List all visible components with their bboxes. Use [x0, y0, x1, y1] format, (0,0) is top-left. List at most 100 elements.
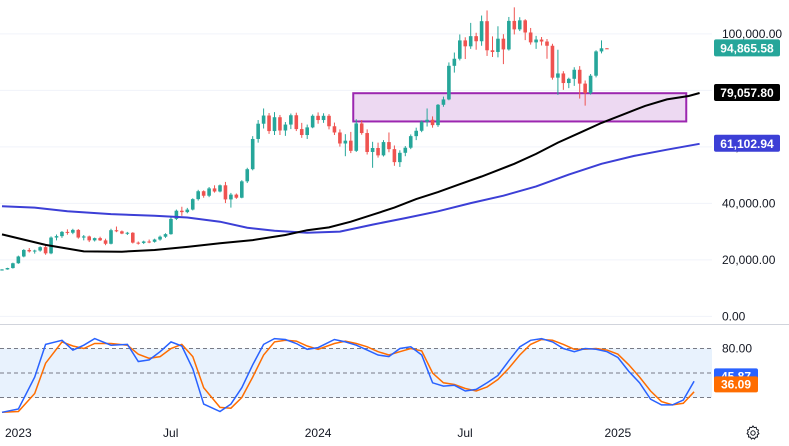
- candle-body: [605, 48, 609, 50]
- candle: [87, 235, 91, 243]
- candle: [501, 34, 506, 65]
- oscillator-d-tag-text: 36.09: [721, 377, 751, 391]
- candle: [109, 228, 113, 245]
- candle: [218, 184, 222, 193]
- candle-body: [490, 50, 495, 52]
- candle: [245, 167, 250, 184]
- candle-body: [299, 129, 304, 136]
- candle-body: [594, 51, 598, 76]
- candle-body: [398, 152, 402, 163]
- candle: [381, 140, 386, 157]
- candle: [256, 120, 260, 143]
- candle: [43, 245, 48, 255]
- ma-fast-tag-text: 79,057.80: [720, 86, 774, 100]
- candle-body: [60, 231, 64, 237]
- candle-body: [185, 209, 190, 213]
- candle-body: [419, 121, 424, 131]
- candle: [240, 180, 244, 199]
- candle-body: [583, 83, 587, 94]
- candle-body: [349, 140, 353, 151]
- candle-body: [212, 188, 217, 192]
- candle-body: [289, 115, 293, 125]
- candle-body: [234, 194, 239, 198]
- candle-body: [54, 236, 59, 238]
- candle-body: [65, 231, 70, 233]
- candle-body: [599, 48, 604, 52]
- ma-fast-tag: 79,057.80: [714, 84, 780, 102]
- candle: [125, 231, 130, 236]
- candle-body: [343, 140, 348, 144]
- candle-body: [485, 21, 489, 51]
- candle-body: [327, 115, 331, 127]
- candle-body: [316, 115, 320, 121]
- candle: [267, 112, 271, 134]
- candle-body: [43, 247, 48, 254]
- highlight-zone: [352, 92, 688, 123]
- candle-body: [430, 119, 435, 126]
- candle-body: [136, 242, 141, 244]
- candle: [528, 27, 533, 45]
- candle: [147, 239, 151, 244]
- candle-body: [120, 231, 124, 234]
- price-axis[interactable]: 100,000.0080,000.0060,000.0040,000.0020,…: [722, 27, 782, 323]
- candle-body: [441, 99, 446, 105]
- time-axis[interactable]: 2023 Jul 2024 Jul 2025: [5, 426, 632, 440]
- candle: [349, 131, 353, 154]
- candle-body: [370, 148, 375, 152]
- candle: [392, 145, 397, 166]
- candle-body: [572, 69, 577, 79]
- candle: [196, 189, 200, 201]
- candle-body: [158, 236, 162, 240]
- oscillator-axis[interactable]: 80.00: [722, 341, 752, 355]
- candle-body: [359, 123, 364, 134]
- candle: [299, 122, 304, 138]
- candle-body: [114, 230, 119, 232]
- candle: [490, 36, 495, 58]
- candle: [430, 116, 435, 128]
- candle: [545, 38, 549, 59]
- candle-body: [332, 126, 337, 133]
- candle: [354, 119, 359, 152]
- candle: [588, 74, 593, 95]
- candle: [190, 198, 195, 211]
- candle-body: [403, 147, 408, 153]
- candle-body: [190, 199, 195, 210]
- candle-body: [147, 241, 151, 243]
- candle: [447, 62, 451, 101]
- settings-gear-icon[interactable]: [745, 425, 761, 441]
- candle-body: [152, 239, 157, 242]
- candle-body: [376, 148, 380, 156]
- candle-body: [103, 240, 108, 244]
- candle-body: [365, 133, 369, 152]
- candle: [163, 233, 168, 238]
- x-tick-label: 2024: [305, 426, 332, 440]
- candle-body: [479, 21, 484, 42]
- ma-fast-line: [1, 92, 700, 253]
- candle-body: [22, 249, 26, 257]
- oscillator-d-tag: 36.09: [714, 376, 758, 393]
- highlight-zone-rect: [352, 92, 688, 123]
- candle-body: [169, 218, 173, 235]
- x-tick-label: Jul: [163, 426, 178, 440]
- candle: [272, 112, 277, 136]
- candle: [0, 269, 4, 271]
- candle: [414, 127, 418, 141]
- candle-body: [174, 210, 179, 219]
- candle-body: [207, 188, 211, 196]
- candle-body: [539, 39, 544, 42]
- oscillator-band: [0, 348, 712, 398]
- candle: [261, 108, 266, 129]
- candle-body: [0, 269, 4, 271]
- candle: [16, 255, 21, 264]
- candle-body: [163, 234, 168, 237]
- candle-body: [545, 41, 549, 46]
- candle: [452, 52, 457, 73]
- candle-body: [283, 124, 288, 131]
- candle-body: [534, 39, 538, 43]
- y-tick-label: 40,000.00: [722, 196, 776, 210]
- candle: [387, 132, 391, 153]
- candle-body: [468, 36, 473, 47]
- candle: [11, 262, 15, 269]
- candle: [512, 7, 517, 35]
